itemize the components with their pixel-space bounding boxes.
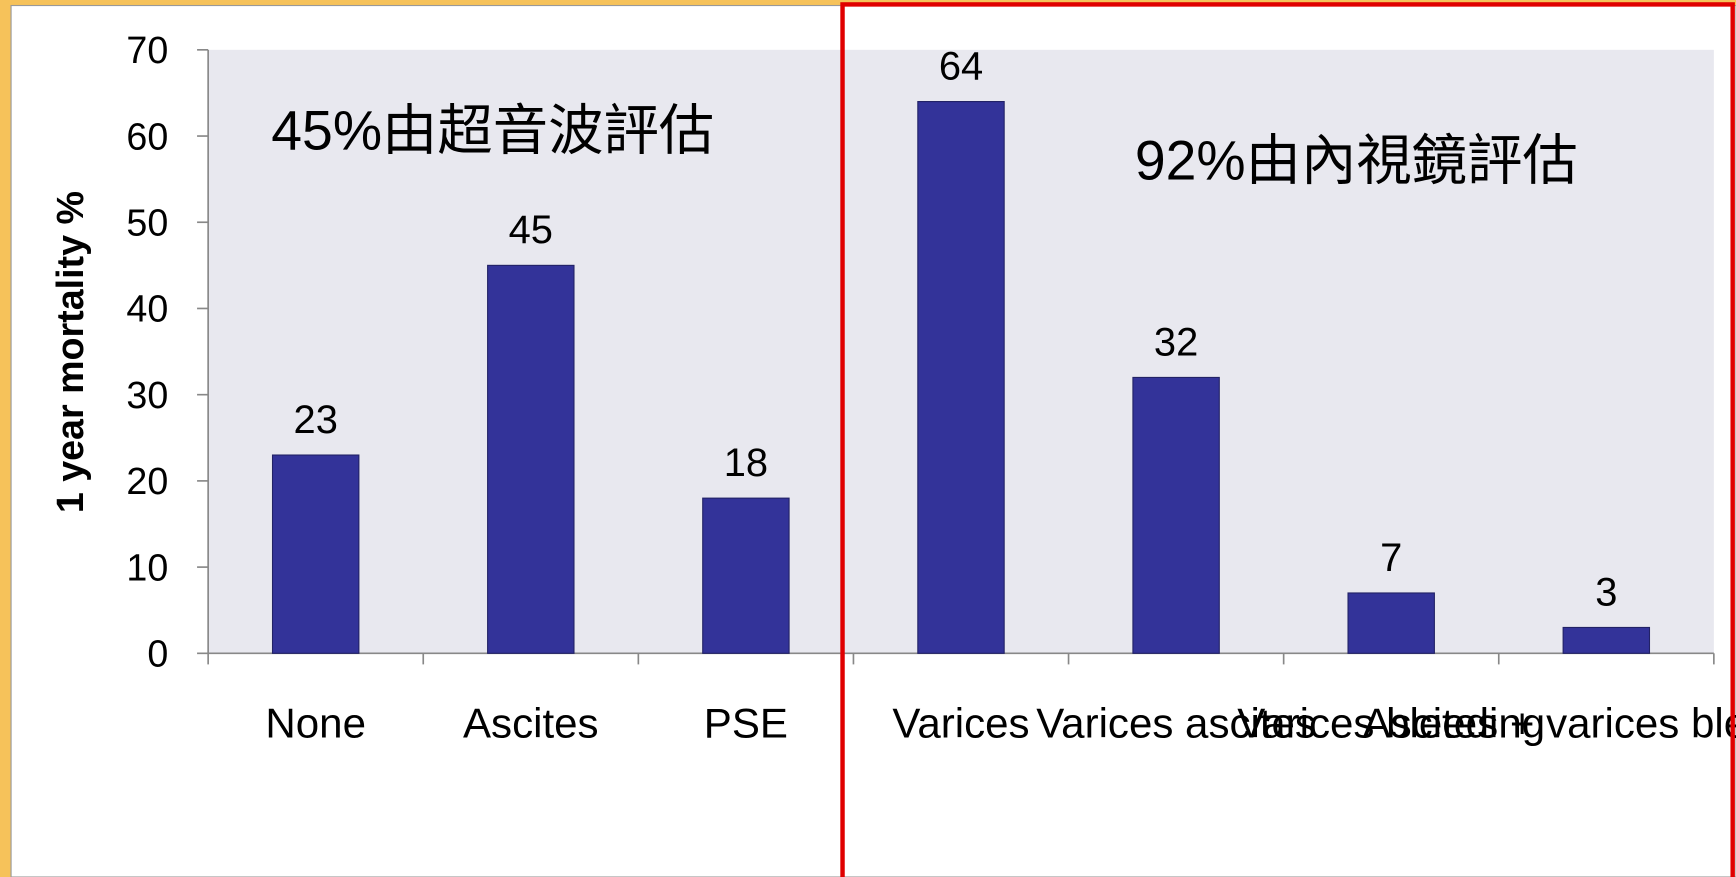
bar [917, 101, 1005, 654]
y-axis-label: 1 year mortality % [49, 191, 91, 513]
bar [702, 497, 790, 654]
data-label: 45 [509, 208, 553, 252]
x-tick-label: Varices bleeding [1237, 699, 1545, 746]
y-tick-label: 50 [126, 202, 168, 244]
y-tick-label: 0 [147, 633, 168, 675]
x-tick-label: Ascites [463, 699, 599, 746]
y-tick-label: 30 [126, 374, 168, 416]
data-label: 64 [939, 44, 983, 88]
x-tick-label: Ascites + varices bleeding [1363, 699, 1736, 746]
y-tick-label: 70 [126, 29, 168, 71]
highlight-box [840, 2, 1735, 877]
bar [1562, 626, 1651, 654]
data-label: 23 [294, 398, 338, 442]
y-tick-label: 60 [126, 115, 168, 157]
y-tick-label: 40 [126, 288, 168, 330]
bar [271, 454, 360, 654]
bar [487, 264, 575, 654]
data-label: 18 [724, 441, 768, 485]
annotation: 45%由超音波評估 [271, 99, 714, 161]
x-tick-label: PSE [704, 699, 788, 746]
annotation: 92%由內視鏡評估 [1135, 129, 1578, 191]
y-tick-label: 20 [126, 460, 168, 502]
bar [1132, 376, 1220, 654]
data-label: 3 [1595, 570, 1617, 614]
bar [1347, 592, 1435, 654]
marks: 0 10 20 30 40 50 60 70 None 23 Ascites 45 PSE 18 Varic… [126, 29, 1736, 746]
data-label: 32 [1154, 320, 1198, 364]
data-label: 7 [1380, 536, 1402, 580]
y-tick-label: 10 [126, 546, 168, 588]
x-tick-label: Varices ascites [1036, 699, 1316, 746]
x-tick-label: Varices [892, 699, 1029, 746]
x-tick-label: None [265, 699, 366, 746]
